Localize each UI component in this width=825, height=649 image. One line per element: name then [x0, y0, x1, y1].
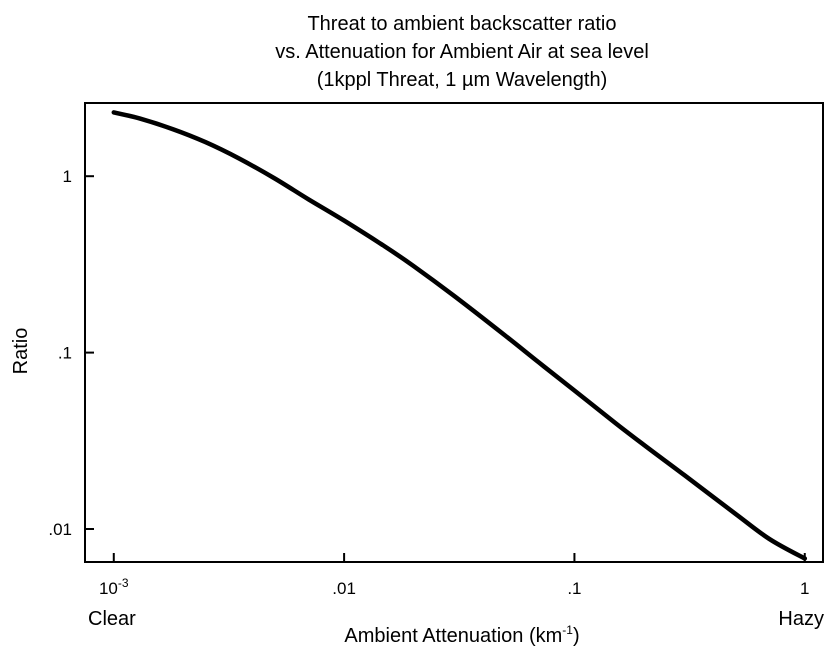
x-tick-label-exponent: -3	[118, 576, 129, 590]
x-axis-label-text: Ambient Attenuation (km	[344, 625, 562, 647]
y-tick-label: 1	[63, 167, 72, 186]
y-tick-label: .01	[48, 520, 72, 539]
x-tick-label: 10-3	[99, 576, 129, 598]
x-tick-label: .1	[567, 579, 581, 598]
subtitle-text-end: m Wavelength)	[474, 69, 608, 91]
series-line	[111, 110, 808, 561]
x-tick-label: 1	[800, 579, 809, 598]
subtitle-mu-symbol: µ	[462, 69, 474, 91]
y-axis: 1 .1 .01	[48, 167, 94, 539]
x-axis-label: Ambient Attenuation (km-1)	[344, 623, 579, 647]
chart-title-line-1: Threat to ambient backscatter ratio	[307, 13, 616, 35]
subtitle-text-start: (1kppl Threat, 1	[317, 69, 462, 91]
series-layer	[111, 110, 808, 561]
y-tick-label: .1	[58, 344, 72, 363]
x-tick-label: .01	[332, 579, 356, 598]
x-end-label-hazy: Hazy	[778, 608, 824, 630]
x-tick-label-base: 10	[99, 579, 118, 598]
chart-title-line-2: vs. Attenuation for Ambient Air at sea l…	[275, 41, 649, 63]
x-end-label-clear: Clear	[88, 608, 136, 630]
x-axis-label-superscript: -1	[562, 623, 573, 637]
y-axis-label: Ratio	[10, 328, 32, 375]
plot-frame	[84, 102, 824, 563]
chart-subtitle: (1kppl Threat, 1 µm Wavelength)	[317, 69, 608, 91]
x-axis: 10-3 .01 .1 1	[99, 553, 809, 598]
x-axis-label-close: )	[573, 625, 580, 647]
